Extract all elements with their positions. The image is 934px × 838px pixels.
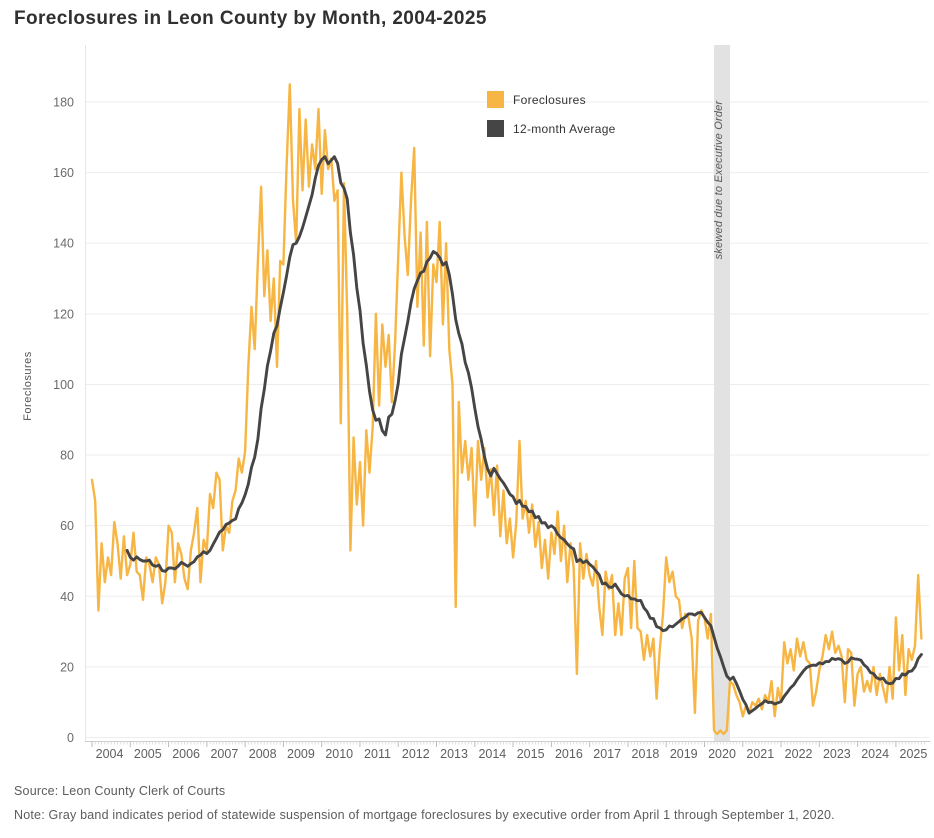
y-tick-label: 180 — [53, 95, 74, 109]
chart-title: Foreclosures in Leon County by Month, 20… — [14, 8, 487, 29]
x-year-label: 2022 — [785, 747, 813, 761]
y-tick-label: 100 — [53, 378, 74, 392]
x-year-label: 2009 — [287, 747, 315, 761]
x-year-label: 2021 — [746, 747, 774, 761]
x-year-label: 2015 — [517, 747, 545, 761]
x-year-label: 2013 — [440, 747, 468, 761]
band-label: skewed due to Executive Order — [713, 100, 725, 260]
plot-svg: 0 20 40 60 80 100 120 140 160 180 skewed due to Ex… — [53, 45, 930, 761]
source-note: Source: Leon County Clerk of Courts — [14, 784, 226, 798]
x-year-label: 2010 — [325, 747, 353, 761]
y-tick-label: 20 — [60, 660, 74, 674]
foreclosures-swatch-icon — [487, 91, 504, 108]
x-year-label: 2004 — [96, 747, 124, 761]
x-year-label: 2006 — [172, 747, 200, 761]
band-note: Note: Gray band indicates period of stat… — [14, 808, 835, 822]
legend-label-average: 12-month Average — [513, 121, 616, 136]
legend-item-average: 12-month Average — [487, 120, 616, 137]
legend-item-foreclosures: Foreclosures — [487, 91, 616, 108]
x-year-label: 2020 — [708, 747, 736, 761]
x-year-label: 2011 — [364, 747, 391, 761]
average-line — [125, 155, 923, 715]
chart-footer: Source: Leon County Clerk of Courts Note… — [14, 784, 835, 832]
executive-order-band — [714, 45, 730, 742]
foreclosures-line — [90, 83, 923, 736]
y-tick-label: 160 — [53, 166, 74, 180]
x-year-label: 2024 — [861, 747, 889, 761]
y-tick-label: 60 — [60, 519, 74, 533]
x-year-label: 2018 — [632, 747, 660, 761]
y-tick-label: 140 — [53, 237, 74, 251]
x-year-label: 2019 — [670, 747, 698, 761]
chart-legend: Foreclosures 12-month Average — [487, 91, 616, 149]
x-year-label: 2016 — [555, 747, 583, 761]
x-year-label: 2025 — [900, 747, 928, 761]
y-tick-label: 0 — [67, 731, 74, 745]
y-tick-label: 80 — [60, 449, 74, 463]
y-tick-label: 120 — [53, 307, 74, 321]
average-swatch-icon — [487, 120, 504, 137]
x-year-label: 2014 — [478, 747, 506, 761]
x-year-label: 2023 — [823, 747, 851, 761]
x-year-label: 2017 — [593, 747, 621, 761]
x-year-label: 2007 — [210, 747, 238, 761]
legend-label-foreclosures: Foreclosures — [513, 92, 586, 107]
x-year-label: 2008 — [249, 747, 277, 761]
x-year-label: 2012 — [402, 747, 430, 761]
y-tick-label: 40 — [60, 590, 74, 604]
x-year-label: 2005 — [134, 747, 162, 761]
